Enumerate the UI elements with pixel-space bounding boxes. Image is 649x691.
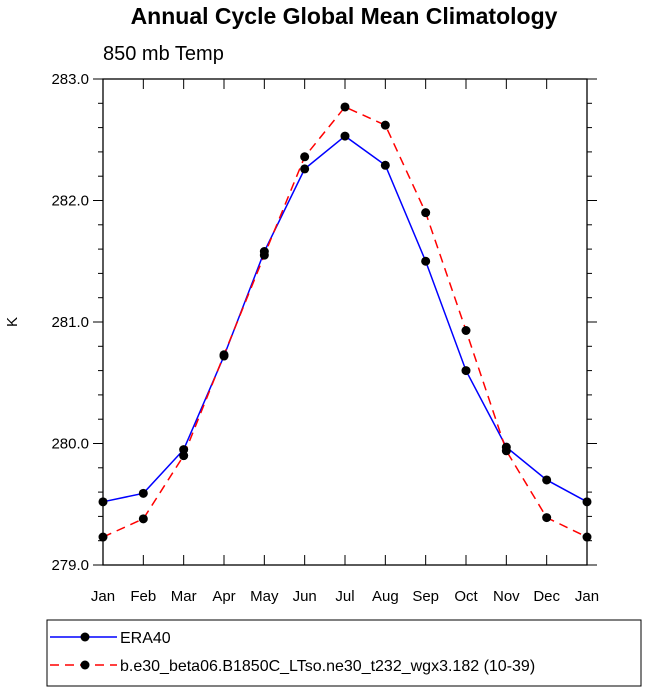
legend-label-era40: ERA40 [120,630,171,647]
x-tick-label: Jan [575,588,599,605]
chart-title: Annual Cycle Global Mean Climatology [131,3,558,29]
series-0-point [582,497,592,507]
x-tick-label: Feb [130,588,156,605]
y-tick-label: 280.0 [51,436,89,453]
series-0-point [421,256,431,266]
legend: ERA40 b.e30_beta06.B1850C_LTso.ne30_t232… [46,619,642,687]
series-1-point [340,102,350,112]
x-tick-label: Oct [454,588,478,605]
series-1-point [138,514,148,524]
series-0-point [461,366,471,376]
series-1-point [219,350,229,360]
series-0-point [138,488,148,498]
x-tick-label: Jul [335,588,354,605]
series-1-point [380,120,390,130]
series-1-point [582,532,592,542]
x-tick-label: Jun [293,588,317,605]
series-1-point [501,446,511,456]
series-1-point [98,532,108,542]
x-tick-label: Jan [91,588,115,605]
x-tick-label: Apr [212,588,235,605]
x-tick-label: Aug [372,588,399,605]
y-tick-label: 282.0 [51,193,89,210]
x-tick-label: May [250,588,279,605]
series-markers [98,102,592,542]
series-1-point [542,513,552,523]
series-0-point [380,160,390,170]
y-tick-label: 279.0 [51,557,89,574]
legend-label-model: b.e30_beta06.B1850C_LTso.ne30_t232_wgx3.… [120,658,535,675]
series-lines [102,106,588,538]
series-1-point [259,250,269,260]
axis-ticks [93,78,597,566]
plot-frame [102,78,588,566]
series-line-0 [102,135,588,503]
legend-marker-era40 [80,632,90,642]
series-1-point [461,326,471,336]
series-0-point [542,475,552,485]
series-line-1 [102,106,588,538]
axis-tick-labels: Jan Feb Mar Apr May Jun Jul Aug Sep Oct Nov Dec Jan2… [51,71,599,605]
chart-subtitle: 850 mb Temp [103,43,224,65]
x-tick-label: Nov [493,588,520,605]
series-1-point [179,451,189,461]
x-tick-label: Mar [171,588,197,605]
legend-box [46,619,642,687]
y-tick-label: 283.0 [51,71,89,88]
x-tick-label: Dec [533,588,560,605]
series-0-point [300,164,310,174]
legend-marker-model [80,660,90,670]
y-axis-label: K [4,317,21,327]
series-1-point [421,208,431,218]
series-0-point [98,497,108,507]
y-tick-label: 281.0 [51,314,89,331]
x-tick-label: Sep [412,588,439,605]
series-1-point [300,152,310,162]
series-0-point [340,131,350,141]
